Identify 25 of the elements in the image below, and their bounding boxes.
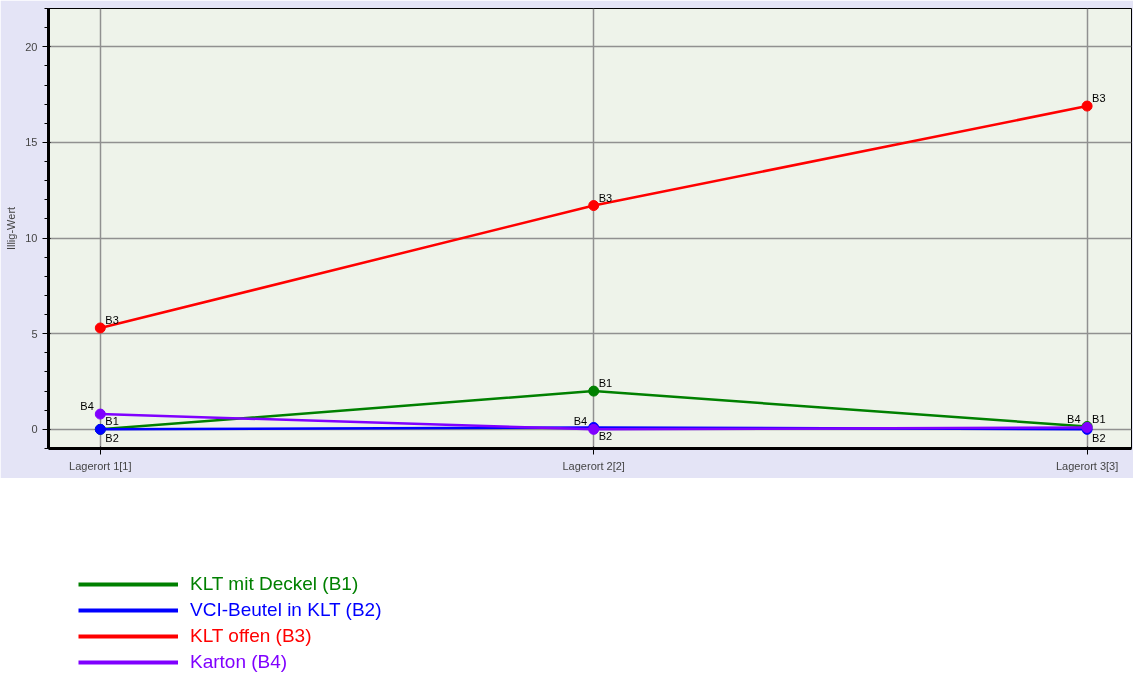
text: KLT offen (B3)	[190, 625, 312, 647]
y-tick-label: 0	[31, 423, 38, 436]
data-label: B2	[1092, 432, 1106, 445]
data-label: B3	[1092, 92, 1106, 105]
y-tick-label: 15	[25, 136, 38, 149]
text: KLT mit Deckel (B1)	[190, 573, 359, 595]
x-tick-label: Lagerort 3[3]	[1055, 459, 1119, 472]
data-label: B1	[1092, 412, 1106, 425]
data-label: B2	[105, 432, 119, 445]
x-tick-label: Lagerort 2[2]	[562, 459, 625, 472]
y-tick-label: 5	[31, 327, 38, 340]
data-label: B3	[598, 191, 613, 204]
y-axis-title: Illig-Wert	[5, 206, 18, 251]
data-label: B3	[105, 313, 119, 326]
data-label: B2	[598, 430, 613, 443]
x-tick-label: Lagerort 1[1]	[69, 459, 132, 472]
data-label: B4	[80, 400, 94, 413]
data-label: B1	[598, 377, 613, 390]
y-tick-label: 10	[25, 232, 38, 245]
text: VCI-Beutel in KLT (B2)	[190, 599, 382, 621]
y-tick-label: 20	[25, 40, 38, 53]
data-label: B4	[1067, 413, 1081, 426]
data-label: B4	[573, 415, 588, 428]
data-label: B1	[105, 415, 119, 428]
text: Karton (B4)	[190, 651, 288, 673]
